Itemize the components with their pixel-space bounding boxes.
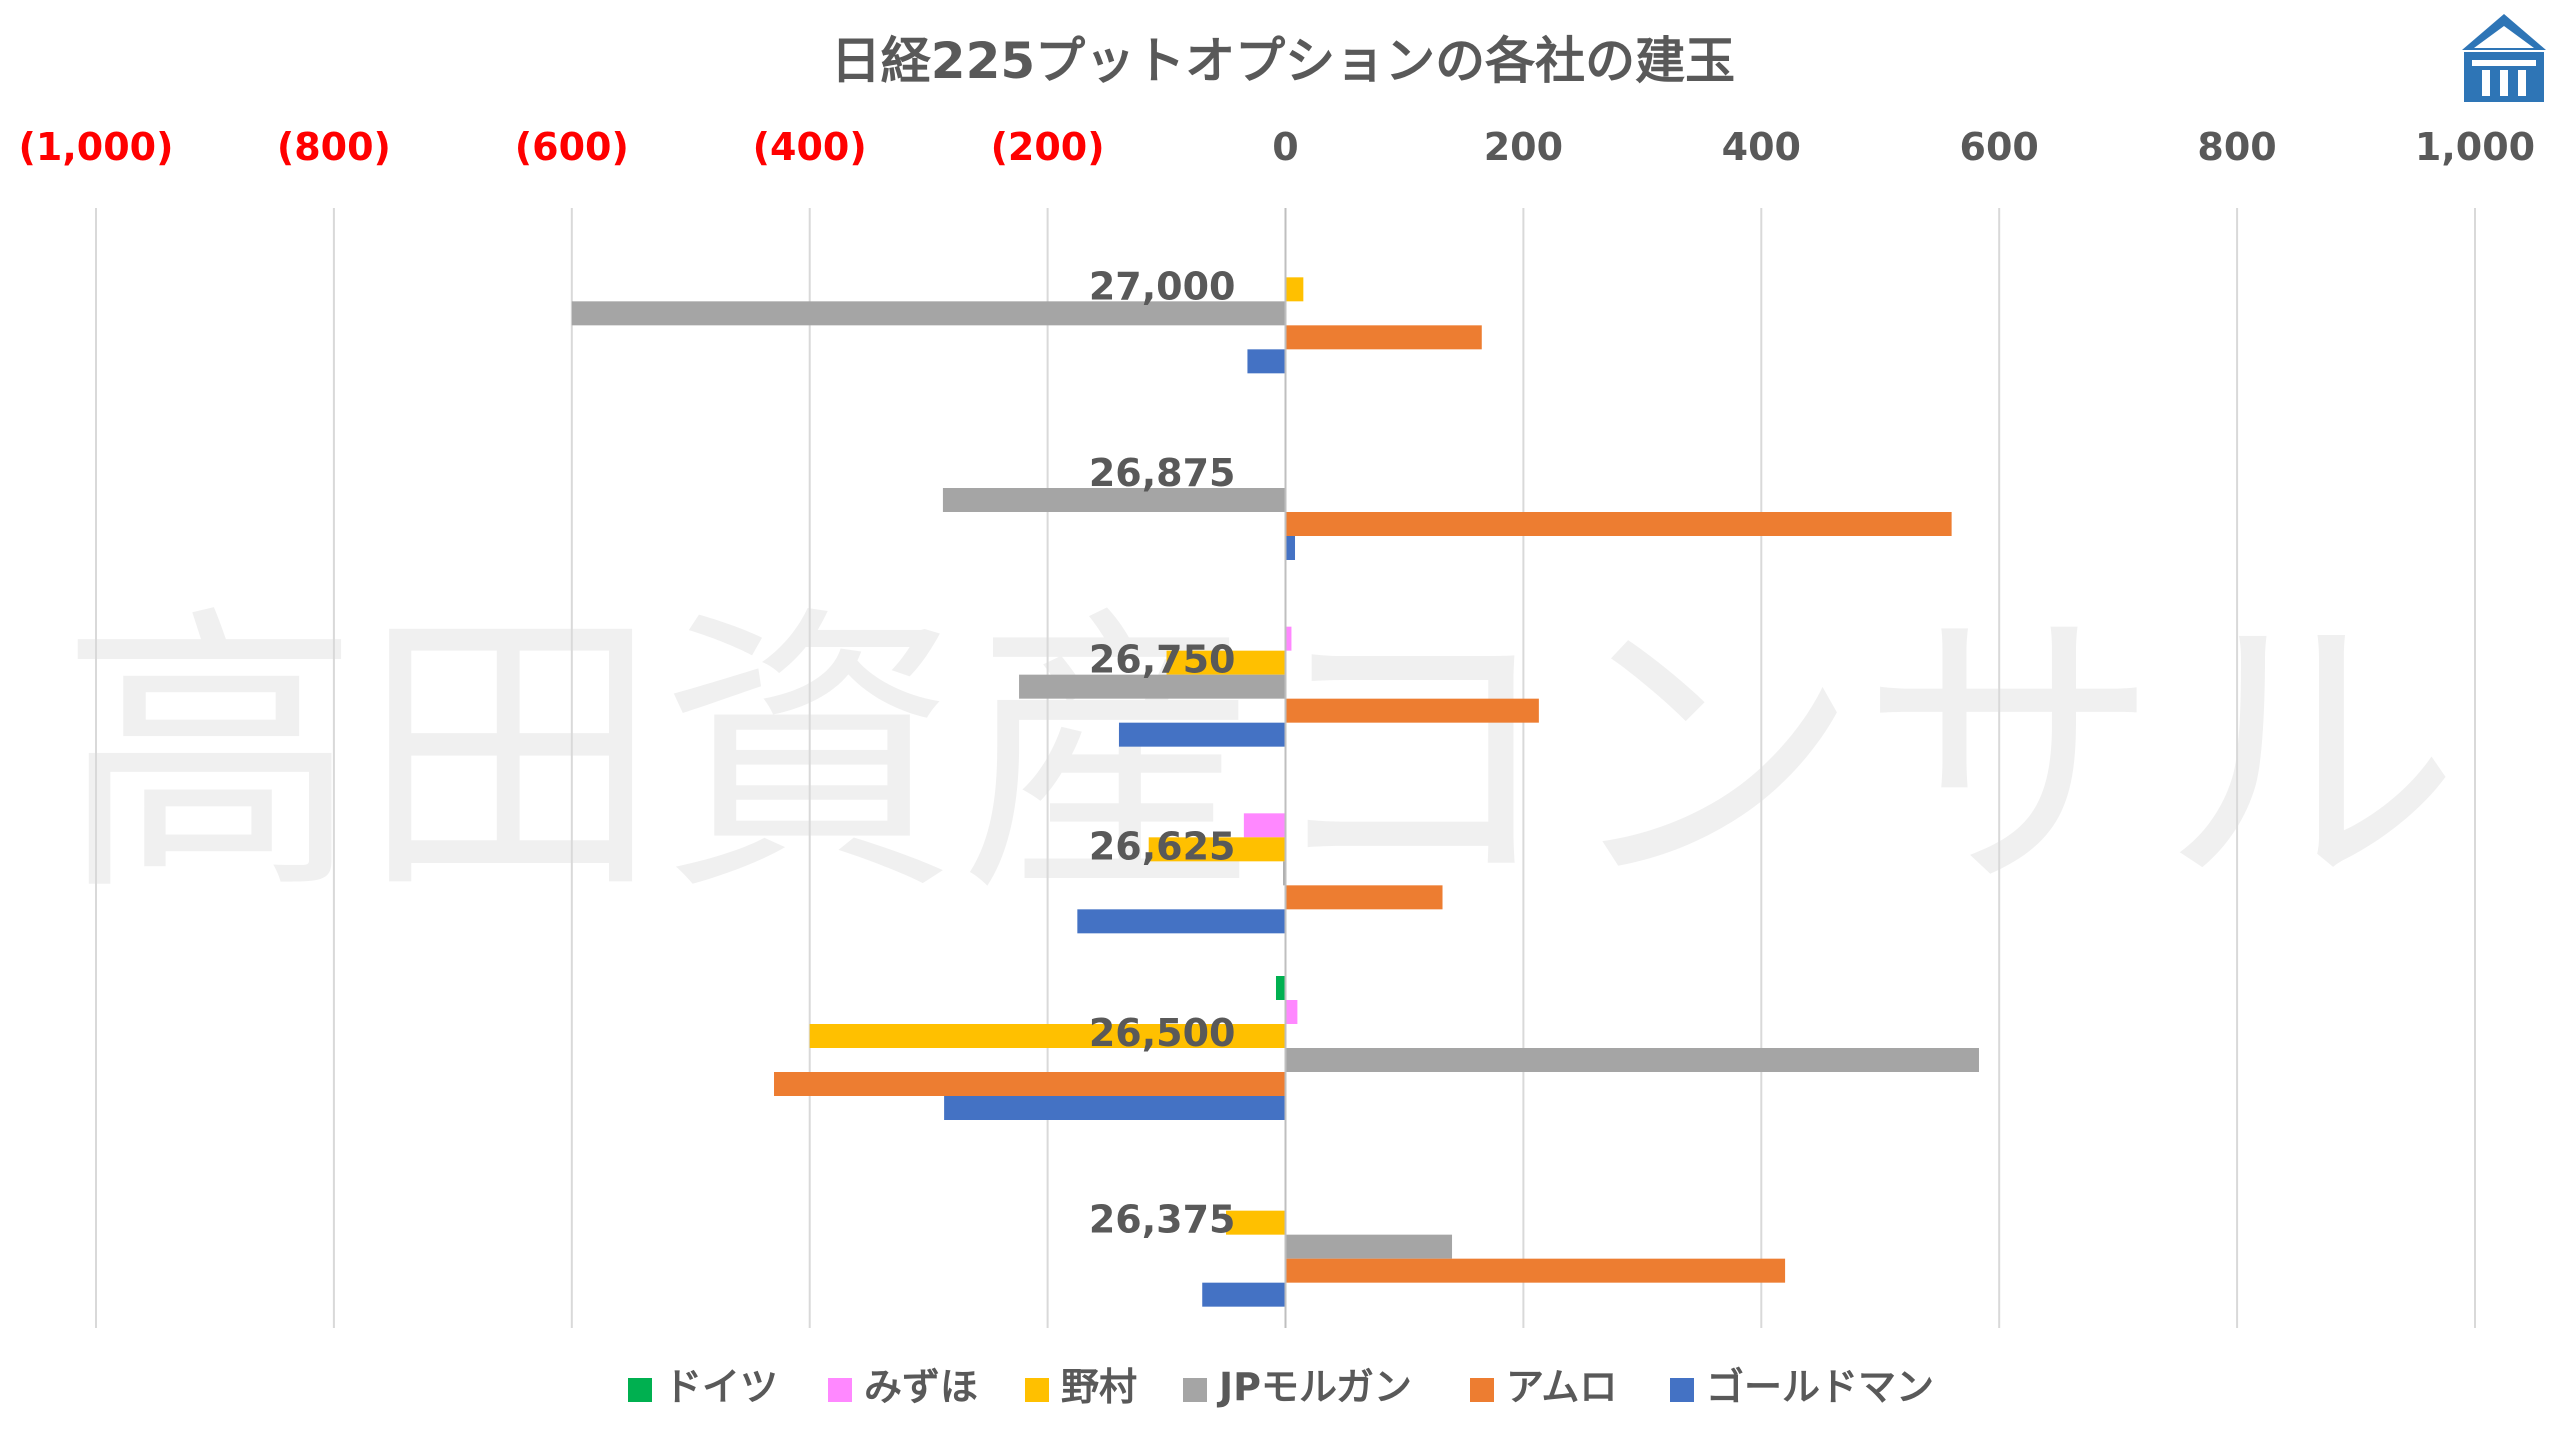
legend: ドイツ みずほ 野村 JPモルガン アムロ ゴールドマン: [628, 1365, 1934, 1409]
bar: [1285, 698, 1539, 723]
bar: [1247, 349, 1286, 374]
legend-label: ドイツ: [664, 1365, 778, 1409]
legend-item: ドイツ: [628, 1365, 778, 1409]
legend-item: みずほ: [828, 1365, 978, 1409]
legend-item: JPモルガン: [1183, 1365, 1412, 1409]
category-label: 26,375: [1089, 1198, 1236, 1242]
bar: [1148, 837, 1286, 862]
bar: [571, 301, 1286, 326]
legend-item: アムロ: [1470, 1365, 1617, 1409]
bar: [1285, 277, 1304, 302]
legend-swatch: [1183, 1378, 1207, 1402]
x-tick-label: 600: [1960, 125, 2039, 169]
chart-title: 日経225プットオプションの各社の建玉: [831, 32, 1735, 90]
category-label: 27,000: [1089, 264, 1236, 308]
bar: [1285, 626, 1292, 651]
bar: [1285, 1234, 1453, 1259]
bar: [1077, 909, 1286, 934]
legend-label: アムロ: [1506, 1365, 1617, 1409]
bar: [1243, 813, 1286, 838]
bar: [1285, 1000, 1298, 1024]
bar: [1285, 1258, 1786, 1283]
legend-swatch: [1670, 1378, 1694, 1402]
x-tick-label: 800: [2197, 125, 2276, 169]
bar: [774, 1072, 1286, 1096]
bar: [1275, 976, 1286, 1000]
bar: [1285, 512, 1952, 536]
x-tick-label: 400: [1722, 125, 1801, 169]
bar: [1285, 536, 1296, 560]
x-axis-ticks: (1,000) (800) (600) (400) (200) 0 200 400 600 800…: [19, 125, 2536, 169]
legend-swatch: [1025, 1378, 1049, 1402]
bar: [1202, 1282, 1286, 1307]
x-tick-label: (400): [753, 125, 867, 169]
building-icon: [2462, 14, 2546, 102]
x-tick-label: (800): [277, 125, 391, 169]
bar: [1285, 1048, 1979, 1072]
bar: [1166, 650, 1286, 675]
legend-swatch: [828, 1378, 852, 1402]
bar: [1226, 1210, 1286, 1235]
x-tick-label: (1,000): [19, 125, 174, 169]
category-label: 26,750: [1089, 638, 1236, 682]
x-tick-label: 1,000: [2415, 125, 2535, 169]
bar: [1285, 885, 1443, 910]
legend-label: JPモルガン: [1216, 1365, 1412, 1409]
x-tick-label: 0: [1272, 125, 1298, 169]
title-group: 日経225プットオプションの各社の建玉: [831, 32, 1735, 90]
x-tick-label: (600): [515, 125, 629, 169]
gridlines: [95, 208, 2476, 1328]
legend-item: ゴールドマン: [1670, 1365, 1934, 1409]
bar: [1019, 674, 1286, 699]
bars: [571, 208, 1979, 1328]
watermark: 高田資産コンサル: [60, 582, 2460, 931]
bar: [1118, 722, 1286, 747]
bar: [1283, 861, 1286, 886]
legend-swatch: [1470, 1378, 1494, 1402]
category-label: 26,500: [1089, 1011, 1236, 1055]
category-label: 26,625: [1089, 824, 1236, 868]
bar: [944, 1096, 1286, 1120]
legend-label: 野村: [1061, 1365, 1137, 1409]
legend-item: 野村: [1025, 1365, 1137, 1409]
bar: [809, 1024, 1286, 1048]
legend-swatch: [628, 1378, 652, 1402]
legend-label: ゴールドマン: [1706, 1365, 1934, 1409]
x-tick-label: (200): [991, 125, 1105, 169]
category-labels: 27,000 26,875 26,750 26,625 26,500 26,375: [1089, 264, 1236, 1241]
category-label: 26,875: [1089, 451, 1236, 495]
x-tick-label: 200: [1484, 125, 1563, 169]
legend-label: みずほ: [864, 1365, 978, 1409]
bar: [1285, 325, 1482, 350]
bar: [942, 488, 1286, 512]
